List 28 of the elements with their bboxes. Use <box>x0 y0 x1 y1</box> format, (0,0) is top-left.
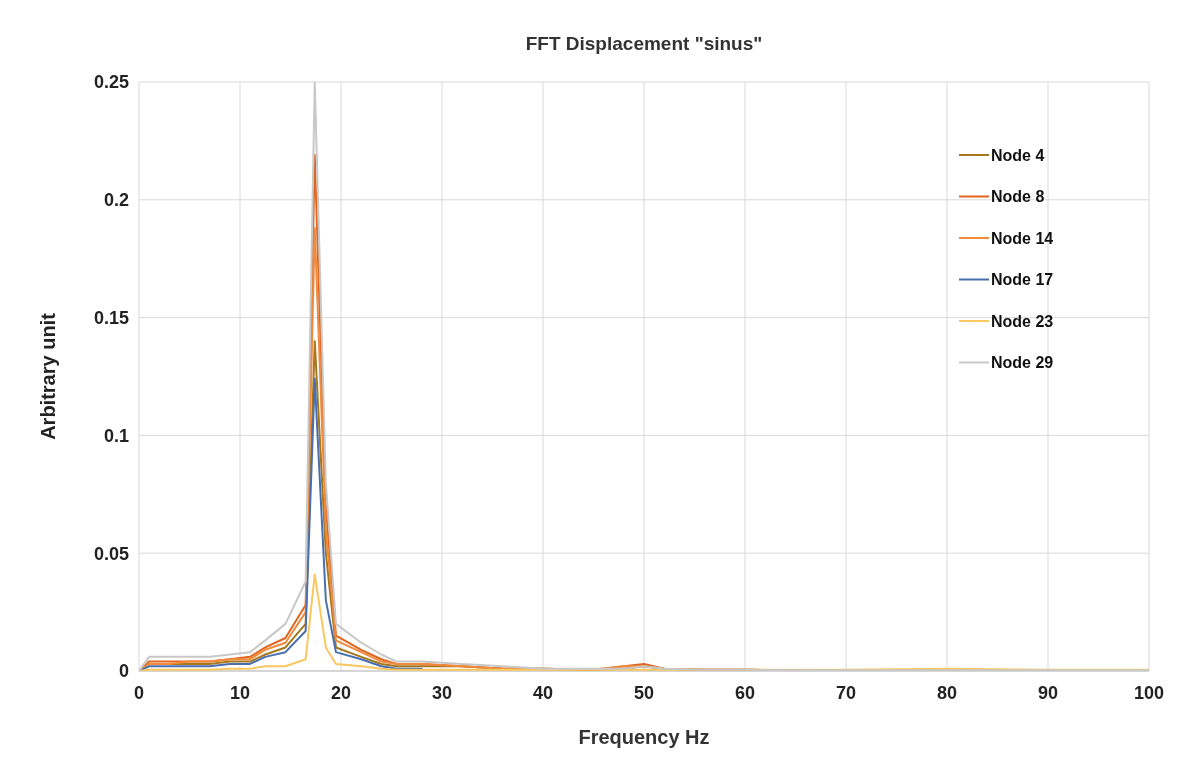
x-tick-label: 0 <box>133 683 145 703</box>
x-tick-label: 70 <box>835 683 857 703</box>
x-tick-label: 100 <box>1133 683 1165 703</box>
x-tick-label: 40 <box>532 683 554 703</box>
x-tick-label: 80 <box>936 683 958 703</box>
line-series <box>139 377 423 671</box>
y-tick-label: 0.1 <box>103 425 129 446</box>
x-tick-label: 20 <box>330 683 352 703</box>
y-tick-label: 0.25 <box>93 72 129 93</box>
legend-label: Node 14 <box>991 229 1054 247</box>
y-tick-label: 0.05 <box>93 543 129 564</box>
legend-label: Node 4 <box>991 146 1045 164</box>
legend-label: Node 23 <box>991 312 1054 330</box>
x-tick-label: 90 <box>1037 683 1059 703</box>
x-tick-label: 10 <box>229 683 251 703</box>
chart-title: FFT Displacement "sinus" <box>525 33 763 54</box>
x-tick-label: 60 <box>734 683 756 703</box>
y-tick-label: 0.15 <box>93 307 129 328</box>
y-tick-label: 0 <box>118 661 129 682</box>
y-tick-label: 0.2 <box>103 190 129 211</box>
legend-label: Node 8 <box>991 188 1045 206</box>
y-axis-title: Arbitrary unit <box>37 312 59 440</box>
x-tick-label: 30 <box>431 683 453 703</box>
legend-label: Node 17 <box>991 271 1054 289</box>
legend-label: Node 29 <box>991 354 1054 372</box>
x-tick-label: 50 <box>633 683 655 703</box>
x-axis-title: Frequency Hz <box>578 726 710 748</box>
line-series <box>139 82 1149 671</box>
